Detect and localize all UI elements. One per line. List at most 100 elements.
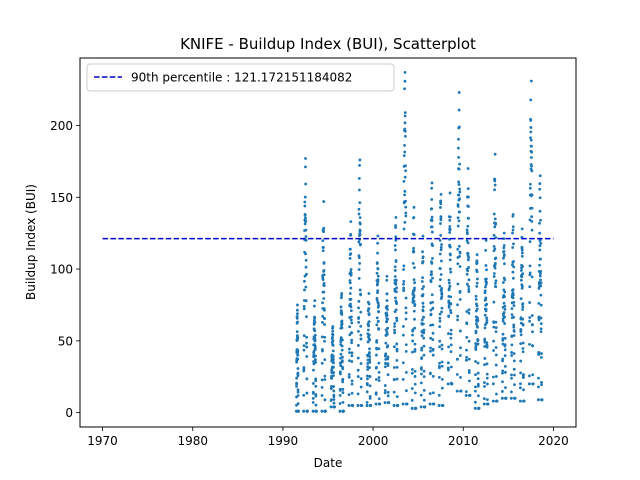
scatter-point	[376, 251, 379, 255]
scatter-point	[295, 381, 299, 385]
scatter-point	[402, 264, 406, 268]
scatter-point	[530, 220, 534, 223]
scatter-point	[393, 269, 397, 272]
scatter-point	[349, 318, 353, 322]
scatter-point	[485, 268, 488, 272]
x-tick-label: 2010	[448, 434, 479, 448]
scatter-point	[322, 269, 326, 272]
scatter-point	[459, 346, 462, 350]
scatter-point	[483, 337, 487, 341]
scatter-point	[531, 330, 534, 334]
scatter-point	[376, 267, 380, 271]
scatter-point	[419, 381, 423, 385]
scatter-point	[358, 163, 361, 167]
scatter-point	[385, 292, 389, 296]
scatter-point	[395, 286, 399, 290]
scatter-point	[449, 332, 453, 336]
scatter-point	[305, 345, 309, 349]
scatter-point	[439, 233, 443, 237]
scatter-point	[448, 215, 452, 219]
scatter-point	[384, 352, 388, 356]
scatter-point	[530, 275, 534, 279]
scatter-point	[528, 301, 532, 304]
scatter-point	[501, 342, 505, 346]
scatter-point	[476, 361, 480, 365]
scatter-point	[402, 289, 406, 293]
scatter-point	[440, 287, 444, 290]
scatter-point	[512, 242, 515, 246]
scatter-point	[404, 370, 408, 374]
scatter-point	[357, 212, 361, 216]
legend-box	[86, 63, 395, 92]
scatter-point	[492, 212, 496, 216]
scatter-point	[520, 248, 524, 252]
scatter-point	[311, 391, 315, 395]
scatter-point	[340, 319, 344, 323]
scatter-point	[302, 348, 306, 352]
scatter-point	[350, 315, 353, 319]
scatter-point	[459, 376, 462, 379]
scatter-point	[350, 391, 354, 395]
scatter-point	[350, 321, 354, 325]
scatter-point	[491, 382, 495, 386]
scatter-point	[376, 241, 380, 245]
scatter-point	[466, 195, 470, 199]
scatter-point	[332, 389, 336, 393]
scatter-point	[360, 404, 364, 407]
scatter-point	[304, 265, 308, 269]
scatter-point	[322, 297, 326, 300]
scatter-point	[465, 355, 468, 359]
scatter-point	[403, 70, 407, 74]
scatter-point	[314, 354, 317, 358]
scatter-point	[306, 409, 309, 413]
scatter-point	[331, 349, 335, 353]
scatter-point	[402, 179, 406, 183]
scatter-point	[485, 321, 489, 325]
scatter-point	[540, 383, 543, 387]
scatter-point	[320, 335, 324, 339]
scatter-point	[358, 261, 362, 265]
scatter-point	[431, 244, 434, 248]
scatter-point	[332, 365, 335, 369]
scatter-point	[439, 216, 443, 220]
scatter-point	[512, 359, 516, 363]
scatter-point	[422, 328, 426, 332]
scatter-point	[296, 374, 300, 378]
scatter-point	[395, 349, 399, 353]
scatter-point	[465, 310, 469, 313]
scatter-point	[394, 290, 398, 294]
scatter-point	[430, 207, 434, 211]
scatter-point	[485, 372, 489, 376]
scatter-point	[519, 297, 523, 301]
scatter-point	[330, 377, 333, 380]
scatter-point	[331, 344, 335, 347]
scatter-point	[422, 331, 426, 335]
scatter-point	[393, 244, 397, 247]
scatter-point	[483, 363, 486, 367]
scatter-point	[465, 282, 469, 286]
scatter-point	[511, 228, 515, 232]
scatter-point	[413, 326, 417, 330]
scatter-point	[474, 294, 478, 298]
scatter-point	[421, 322, 425, 326]
scatter-point	[493, 247, 497, 251]
scatter-point	[413, 369, 417, 373]
scatter-point	[510, 373, 513, 377]
scatter-point	[412, 309, 416, 313]
scatter-point	[448, 227, 452, 231]
scatter-point	[485, 362, 489, 366]
scatter-point	[402, 282, 405, 286]
scatter-point	[302, 409, 306, 413]
scatter-point	[456, 146, 460, 150]
scatter-point	[340, 359, 344, 363]
scatter-point	[537, 350, 541, 354]
scatter-point	[303, 200, 307, 204]
scatter-point	[420, 346, 424, 350]
scatter-point	[374, 391, 378, 395]
scatter-point	[413, 266, 416, 270]
scatter-point	[421, 234, 425, 238]
scatter-point	[357, 299, 361, 303]
scatter-point	[530, 193, 534, 197]
scatter-point	[304, 258, 308, 262]
